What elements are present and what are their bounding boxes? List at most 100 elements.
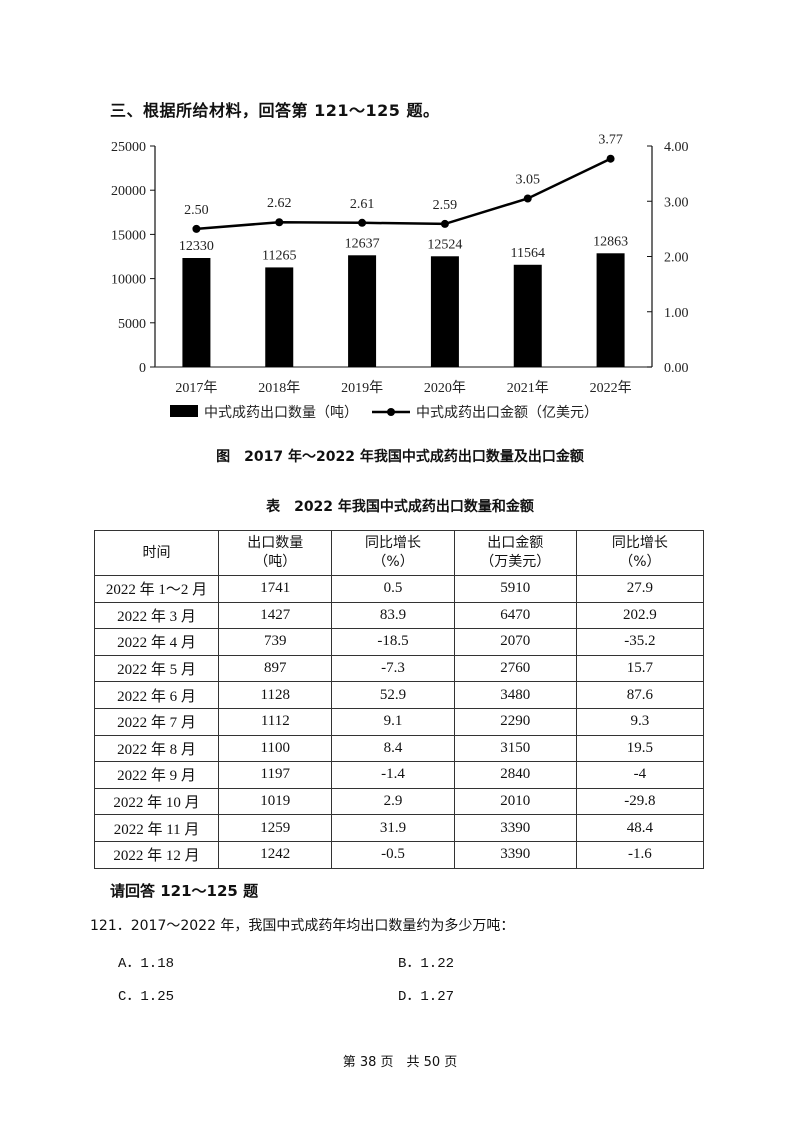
table-cell: 1100 [218,734,333,763]
table-cell: -1.6 [575,840,705,869]
table-cell: 2840 [453,761,577,789]
bar [430,256,459,367]
line-point [192,224,201,233]
chart-legend: 中式成药出口数量（吨） 中式成药出口金额（亿美元） [170,405,598,421]
table-cell: -29.8 [575,787,705,816]
export-table: 时间 出口数量 （吨） 同比增长 （%） 出口金额 （万美元） 同比增长 （%） 202… [93,530,705,869]
left-axis-tick-label: 5000 [118,317,146,332]
bar-value-label: 12524 [427,237,462,252]
table-row: 2022 年 9 月 1197 -1.4 2840 -4 [93,761,705,789]
line-value-label: 3.77 [598,133,623,148]
table-cell: 202.9 [575,601,705,630]
table-cell: 48.4 [575,814,705,842]
x-axis-category-label: 2017年 [175,380,217,396]
table-cell: 6470 [453,601,577,630]
x-axis-category-label: 2019年 [341,380,383,396]
table-row: 2022 年 12 月 1242 -0.5 3390 -1.6 [93,840,705,869]
line-series: 2.50 2.62 2.61 2.59 3.05 3.77 [184,133,623,233]
table-cell: 1112 [218,707,333,736]
header-quantity: 出口数量 （吨） [218,530,333,576]
table-header-row: 时间 出口数量 （吨） 同比增长 （%） 出口金额 （万美元） 同比增长 （%） [93,530,705,576]
table-cell: -7.3 [331,654,455,683]
header-quantity-growth: 同比增长 （%） [331,530,455,576]
table-cell: 1741 [218,575,333,603]
bar-value-label: 12330 [179,239,214,254]
table-row: 2022 年 4 月 739 -18.5 2070 -35.2 [93,628,705,656]
table-cell: 19.5 [575,734,705,763]
table-row: 2022 年 10 月 1019 2.9 2010 -29.8 [93,787,705,816]
table-cell: 3390 [453,814,577,842]
table-caption: 表 2022 年我国中式成药出口数量和金额 [266,499,534,515]
table-cell: 2022 年 4 月 [93,628,220,656]
table-cell: 2022 年 1～2 月 [93,575,220,603]
x-axis-category-label: 2022年 [590,380,632,396]
amount-line [196,157,612,231]
table-cell: 2022 年 9 月 [93,761,220,789]
table-cell: 27.9 [575,575,705,603]
question-121-stem: 121．2017～2022 年，我国中式成药年均出口数量约为多少万吨： [90,918,515,934]
table-cell: 1128 [218,681,333,709]
option-a[interactable]: A．1.18 [118,956,175,972]
option-c[interactable]: C．1.25 [118,989,175,1005]
table-cell: 83.9 [331,601,455,630]
bar-value-label: 12863 [593,234,628,249]
figure-caption: 图 2017 年～2022 年我国中式成药出口数量及出口金额 [216,449,584,465]
option-b[interactable]: B．1.22 [398,956,455,972]
bar [513,264,542,367]
table-cell: 1019 [218,787,333,816]
table-row: 2022 年 8 月 1100 8.4 3150 19.5 [93,734,705,763]
x-axis-category-label: 2021年 [507,380,549,396]
chart-axes: 0 5000 10000 15000 20000 25000 0.00 1.00 2.00 3.0… [111,140,689,396]
line-value-label: 2.50 [184,203,209,218]
header-time: 时间 [93,530,220,576]
table-row: 2022 年 7 月 1112 9.1 2290 9.3 [93,707,705,736]
x-axis-category-label: 2018年 [258,380,300,396]
legend-line-label: 中式成药出口金额（亿美元） [416,405,598,421]
line-point [358,218,367,227]
bar-value-label: 11564 [511,246,545,261]
table-cell: 3480 [453,681,577,709]
table-cell: 2290 [453,707,577,736]
table-cell: 1197 [218,761,333,789]
table-cell: 0.5 [331,575,455,603]
table-cell: 8.4 [331,734,455,763]
combo-chart: 0 5000 10000 15000 20000 25000 0.00 1.00 2.00 3.0… [111,133,689,421]
line-point [440,219,449,228]
table-cell: 2022 年 5 月 [93,654,220,683]
bar [348,255,377,367]
table-cell: 31.9 [331,814,455,842]
table-cell: 3150 [453,734,577,763]
table-cell: 2022 年 10 月 [93,787,220,816]
option-d[interactable]: D．1.27 [398,989,455,1005]
section-title: 三、根据所给材料，回答第 121～125 题。 [110,101,440,120]
line-point [275,218,284,227]
table-cell: 9.3 [575,707,705,736]
line-value-label: 2.62 [267,196,292,211]
table-cell: 15.7 [575,654,705,683]
header-amount: 出口金额 （万美元） [453,530,577,576]
bar [596,253,625,367]
table-cell: 3390 [453,840,577,869]
header-amount-growth: 同比增长 （%） [575,530,705,576]
table-cell: 2022 年 12 月 [93,840,220,869]
line-value-label: 2.59 [433,198,458,213]
table-cell: 897 [218,654,333,683]
line-point [523,194,532,203]
table-cell: -35.2 [575,628,705,656]
left-axis-tick-label: 20000 [111,184,146,199]
table-cell: 1259 [218,814,333,842]
table-cell: 5910 [453,575,577,603]
right-axis-tick-label: 2.00 [664,251,689,266]
table-cell: 2010 [453,787,577,816]
table-cell: -4 [575,761,705,789]
bar [265,267,294,367]
table-cell: 2022 年 7 月 [93,707,220,736]
table-cell: -0.5 [331,840,455,869]
table-cell: 2022 年 6 月 [93,681,220,709]
table-cell: 2070 [453,628,577,656]
table-cell: 87.6 [575,681,705,709]
x-axis-category-label: 2020年 [424,380,466,396]
table-row: 2022 年 11 月 1259 31.9 3390 48.4 [93,814,705,842]
left-axis-tick-label: 15000 [111,228,146,243]
table-cell: -1.4 [331,761,455,789]
